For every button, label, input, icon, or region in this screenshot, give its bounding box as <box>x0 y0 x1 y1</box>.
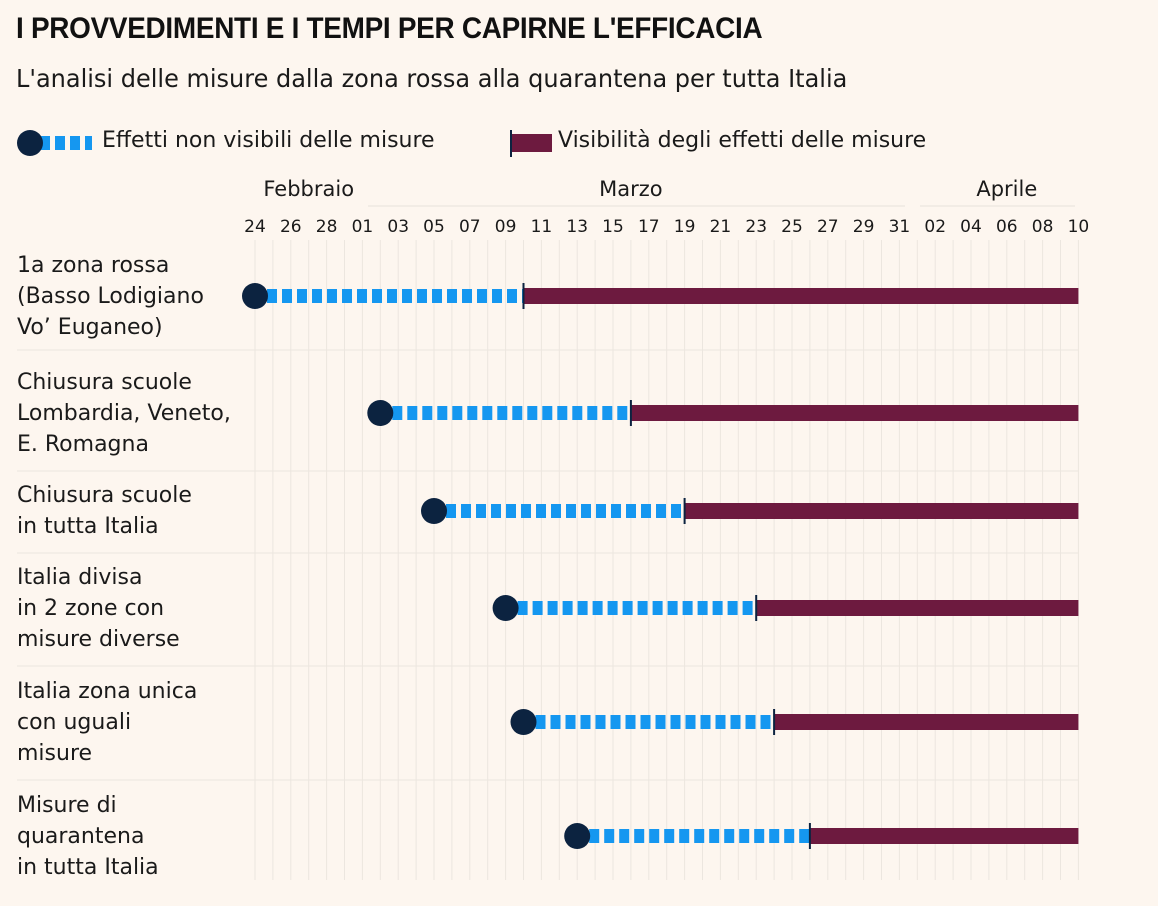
row-label-line: (Basso Lodigiano <box>17 283 204 309</box>
month-label: Febbraio <box>263 177 354 201</box>
tick-label: 26 <box>280 217 302 237</box>
tick-label: 17 <box>638 217 660 237</box>
chart-subtitle: L'analisi delle misure dalla zona rossa … <box>16 64 848 93</box>
bar-visible <box>684 503 1079 519</box>
tick-label: 15 <box>602 217 624 237</box>
row-label-line: Chiusura scuole <box>17 369 192 395</box>
row-label-line: Italia divisa <box>17 564 143 590</box>
row-label-line: E. Romagna <box>17 431 149 457</box>
legend-label-visible: Visibilità degli effetti delle misure <box>558 128 927 153</box>
start-dot <box>510 709 537 735</box>
month-label: Aprile <box>976 177 1037 201</box>
tick-label: 02 <box>924 217 946 237</box>
row-label-line: con uguali <box>17 709 132 735</box>
tick-label: 03 <box>387 217 409 237</box>
row-label: Italia zona unica con uguali misure <box>17 676 197 769</box>
tick-label: 28 <box>316 217 338 237</box>
row-label: Chiusura scuole Lombardia, Veneto, E. Roma… <box>17 367 231 460</box>
row-label-line: Chiusura scuole <box>17 483 192 508</box>
row-label-line: quarantena <box>17 823 145 849</box>
tick-label: 05 <box>423 217 445 237</box>
row-label-line: in tutta Italia <box>17 854 159 880</box>
legend-label-not-visible: Effetti non visibili delle misure <box>102 128 435 153</box>
tick-label: 09 <box>495 217 517 237</box>
start-dot <box>492 595 519 621</box>
legend-swatch-solid <box>510 134 552 152</box>
row-label-line: in tutta Italia <box>17 514 159 539</box>
tick-label: 21 <box>710 217 732 237</box>
row-label-line: Misure di <box>17 792 117 818</box>
tick-label: 23 <box>745 217 767 237</box>
row-label: Misure di quarantena in tutta Italia <box>17 790 159 883</box>
tick-label: 25 <box>781 217 803 237</box>
bar-visible <box>809 828 1079 844</box>
row-label-line: Lombardia, Veneto, <box>17 400 231 426</box>
bar-visible <box>756 600 1079 616</box>
start-dot <box>242 283 268 309</box>
start-dot <box>421 498 447 524</box>
tick-label: 13 <box>566 217 588 237</box>
row-label: Italia divisa in 2 zone con misure diverse <box>17 562 180 655</box>
tick-label: 06 <box>996 217 1018 237</box>
chart-title: I PROVVEDIMENTI E I TEMPI PER CAPIRNE L'… <box>16 12 763 45</box>
row-label: 1a zona rossa (Basso Lodigiano Vo’ Euganeo… <box>17 250 204 343</box>
row-label-line: misure <box>17 740 93 766</box>
month-label: Marzo <box>599 177 663 201</box>
row-label-line: Italia zona unica <box>17 678 198 704</box>
tick-label: 07 <box>459 217 481 237</box>
tick-label: 11 <box>531 217 553 237</box>
bar-visible <box>630 405 1079 421</box>
row-label-line: Vo’ Euganeo) <box>17 314 163 340</box>
bar-visible <box>523 288 1079 304</box>
tick-label: 04 <box>960 217 982 237</box>
tick-label: 27 <box>817 217 839 237</box>
row-label-line: in 2 zone con <box>17 595 165 621</box>
tick-label: 31 <box>889 217 911 237</box>
row-label-line: 1a zona rossa <box>17 252 170 278</box>
tick-label: 19 <box>674 217 696 237</box>
legend-dot <box>17 130 43 156</box>
start-dot <box>564 823 591 849</box>
row-label: Chiusura scuole in tutta Italia <box>17 480 192 542</box>
tick-label: 10 <box>1068 217 1090 237</box>
tick-label: 08 <box>1032 217 1054 237</box>
tick-label: 24 <box>244 217 266 237</box>
tick-label: 01 <box>352 217 374 237</box>
row-label-line: misure diverse <box>17 626 180 652</box>
tick-label: 29 <box>853 217 875 237</box>
start-dot <box>367 400 394 426</box>
bar-visible <box>774 714 1079 730</box>
